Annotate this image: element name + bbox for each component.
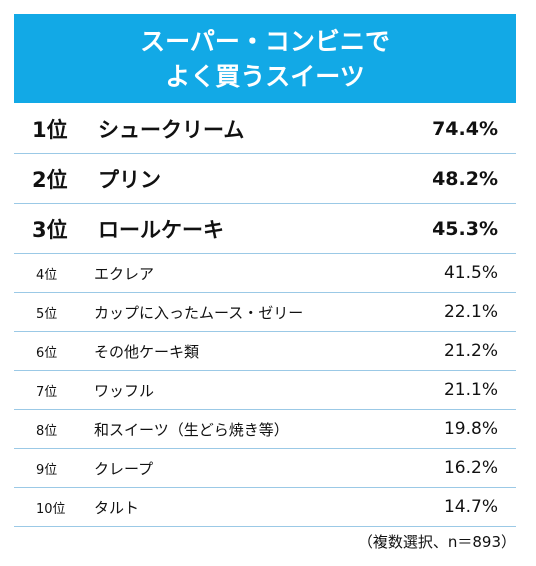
rank-label: 8位 — [36, 423, 58, 439]
table-row: 2位 プリン 48.2% — [14, 154, 516, 204]
item-name: その他ケーキ類 — [94, 342, 200, 361]
item-name: シュークリーム — [98, 117, 245, 142]
percentage-value: 45.3% — [432, 217, 498, 240]
item-name: ロールケーキ — [98, 217, 224, 242]
rank-label: 10位 — [36, 501, 66, 517]
percentage-value: 16.2% — [443, 458, 498, 478]
percentage-value: 19.8% — [443, 419, 498, 439]
survey-note: （複数選択、n＝893） — [357, 533, 516, 551]
rank-label: 5位 — [36, 306, 58, 322]
rank-label: 1位 — [32, 117, 68, 142]
percentage-value: 48.2% — [432, 167, 498, 190]
table-row: 5位 カップに入ったムース・ゼリー 22.1% — [14, 293, 516, 332]
rank-label: 7位 — [36, 384, 58, 400]
table-row: 3位 ロールケーキ 45.3% — [14, 204, 516, 254]
percentage-value: 74.4% — [432, 117, 498, 140]
table-row: 6位 その他ケーキ類 21.2% — [14, 332, 516, 371]
rank-label: 6位 — [36, 345, 58, 361]
table-row: 10位 タルト 14.7% — [14, 488, 516, 527]
item-name: プリン — [98, 167, 161, 192]
item-name: エクレア — [94, 264, 155, 283]
item-name: カップに入ったムース・ゼリー — [94, 303, 304, 322]
rank-label: 3位 — [32, 217, 68, 242]
rank-label: 2位 — [32, 167, 68, 192]
item-name: ワッフル — [94, 381, 155, 400]
chart-title-line-1: スーパー・コンビニで — [140, 26, 390, 56]
percentage-value: 21.2% — [443, 341, 498, 361]
table-row: 4位 エクレア 41.5% — [14, 254, 516, 293]
chart-title-line-2: よく買うスイーツ — [165, 61, 365, 91]
item-name: クレープ — [94, 459, 154, 478]
table-row: 9位 クレープ 16.2% — [14, 449, 516, 488]
table-row: 7位 ワッフル 21.1% — [14, 371, 516, 410]
table-row: 1位 シュークリーム 74.4% — [14, 104, 516, 154]
ranking-table: 1位 シュークリーム 74.4% 2位 プリン 48.2% 3位 ロールケーキ 45.3% 4位 エ… — [14, 104, 516, 527]
item-name: タルト — [94, 498, 140, 517]
percentage-value: 22.1% — [443, 302, 498, 322]
table-row: 8位 和スイーツ（生どら焼き等） 19.8% — [14, 410, 516, 449]
percentage-value: 21.1% — [443, 380, 498, 400]
percentage-value: 41.5% — [443, 263, 498, 283]
rank-label: 4位 — [36, 267, 58, 283]
percentage-value: 14.7% — [443, 497, 498, 517]
chart-title-banner: スーパー・コンビニで よく買うスイーツ — [14, 14, 516, 103]
rank-label: 9位 — [36, 462, 58, 478]
item-name: 和スイーツ（生どら焼き等） — [94, 420, 289, 439]
